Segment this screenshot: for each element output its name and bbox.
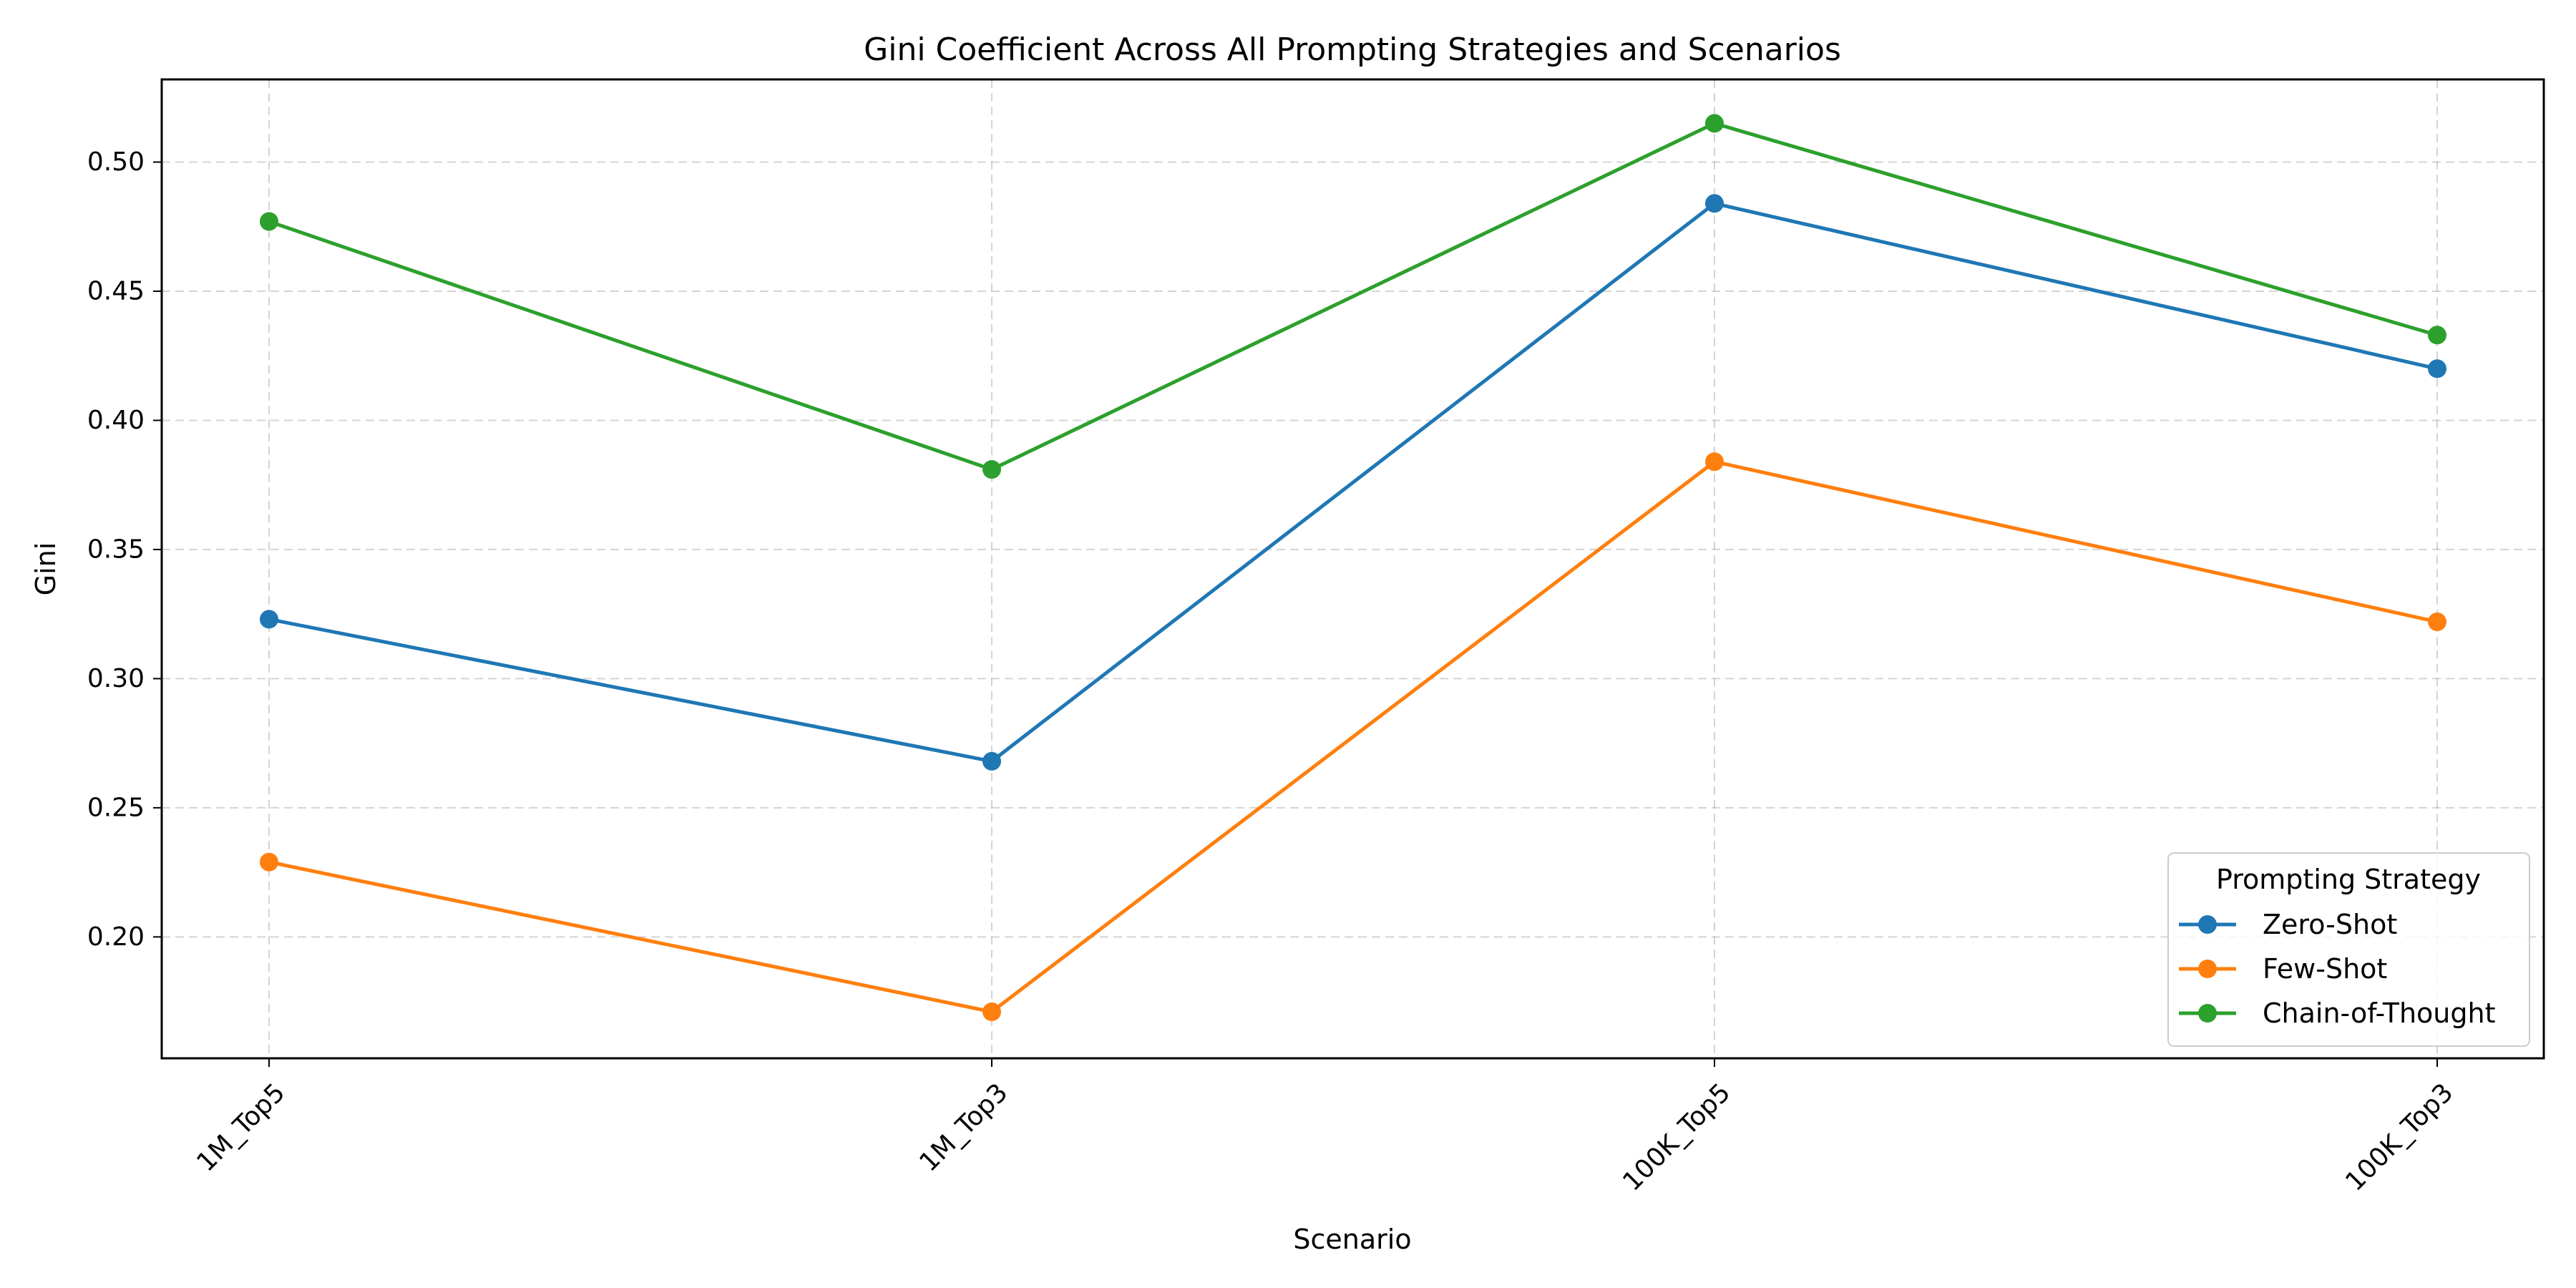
point-few-shot-100k-top3 [2428, 613, 2446, 631]
point-few-shot-100k-top5 [1705, 452, 1724, 472]
plot-frame [160, 78, 2545, 1060]
x-axis-label: Scenario [1293, 1224, 1411, 1255]
legend-swatch-marker-zero-shot [2198, 915, 2217, 934]
series-few-shot [260, 452, 2446, 1021]
point-few-shot-1m-top3 [982, 1002, 1001, 1021]
legend-box [2167, 852, 2530, 1047]
y-tick-label-6: 0.50 [87, 147, 145, 177]
y-tick-label-3: 0.35 [87, 535, 145, 564]
legend-entry-chain-of-thought: Chain-of-Thought [2179, 997, 2495, 1029]
series-line-chain-of-thought [266, 121, 2440, 472]
y-tick-label-0: 0.20 [87, 922, 145, 952]
series-chain-of-thought [260, 114, 2446, 479]
legend-entry-zero-shot: Zero-Shot [2179, 909, 2397, 940]
point-few-shot-1m-top5 [260, 852, 278, 872]
point-zero-shot-1m-top5 [260, 610, 278, 629]
legend-label-zero-shot: Zero-Shot [2263, 909, 2397, 940]
y-axis-label: Gini [30, 542, 62, 596]
legend-label-chain-of-thought: Chain-of-Thought [2263, 997, 2495, 1029]
point-chain-of-thought-1m-top5 [260, 212, 278, 231]
grid-lines [162, 79, 2544, 1058]
y-tick-label-2: 0.30 [87, 664, 145, 693]
series-lines [260, 114, 2446, 1021]
y-tick-label-4: 0.40 [87, 406, 145, 435]
series-zero-shot [260, 194, 2446, 771]
y-tick-label-1: 0.25 [87, 793, 145, 822]
legend-swatch-marker-chain-of-thought [2198, 1004, 2217, 1023]
chart-title: Gini Coefficient Across All Prompting St… [864, 31, 1841, 68]
legend-entry-few-shot: Few-Shot [2179, 953, 2387, 985]
y-tick-label-5: 0.45 [87, 276, 145, 306]
point-zero-shot-1m-top3 [982, 751, 1001, 771]
legend: Prompting Strategy Zero-Shot Few-Shot Chai… [2167, 852, 2530, 1047]
point-chain-of-thought-100k-top3 [2428, 326, 2446, 345]
point-zero-shot-100k-top3 [2428, 359, 2446, 379]
legend-label-few-shot: Few-Shot [2263, 953, 2387, 985]
y-axis-ticks: 0.20 0.25 0.30 0.35 0.40 0.45 0.50 [87, 147, 162, 952]
point-chain-of-thought-100k-top5 [1705, 114, 1724, 133]
legend-title: Prompting Strategy [2216, 864, 2481, 895]
series-line-zero-shot [267, 201, 2439, 763]
series-line-few-shot [267, 459, 2439, 1014]
legend-swatch-marker-few-shot [2198, 960, 2217, 978]
point-zero-shot-100k-top5 [1705, 194, 1724, 213]
point-chain-of-thought-1m-top3 [982, 460, 1001, 479]
